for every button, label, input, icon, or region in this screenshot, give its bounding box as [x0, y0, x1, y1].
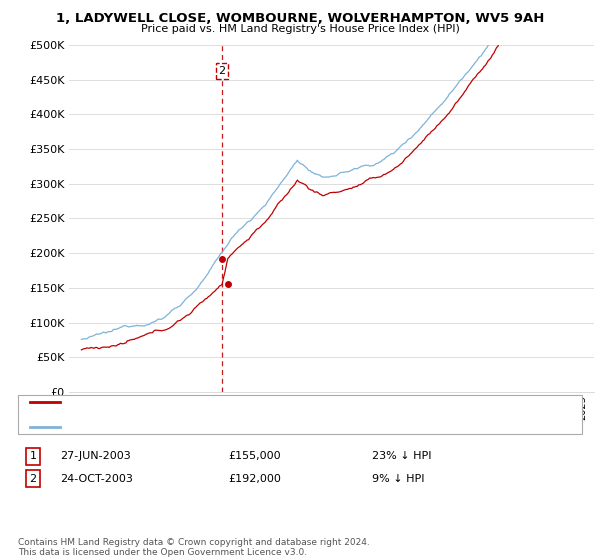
Text: HPI: Average price, detached house, South Staffordshire: HPI: Average price, detached house, Sout… [66, 422, 360, 432]
Text: 24-OCT-2003: 24-OCT-2003 [60, 474, 133, 484]
Text: £155,000: £155,000 [228, 451, 281, 461]
Text: 27-JUN-2003: 27-JUN-2003 [60, 451, 131, 461]
Text: 1: 1 [29, 451, 37, 461]
Text: 2: 2 [29, 474, 37, 484]
Text: 1, LADYWELL CLOSE, WOMBOURNE, WOLVERHAMPTON, WV5 9AH (detached house): 1, LADYWELL CLOSE, WOMBOURNE, WOLVERHAMP… [66, 396, 503, 407]
Text: Contains HM Land Registry data © Crown copyright and database right 2024.
This d: Contains HM Land Registry data © Crown c… [18, 538, 370, 557]
Text: Price paid vs. HM Land Registry's House Price Index (HPI): Price paid vs. HM Land Registry's House … [140, 24, 460, 34]
Text: 9% ↓ HPI: 9% ↓ HPI [372, 474, 425, 484]
Text: 23% ↓ HPI: 23% ↓ HPI [372, 451, 431, 461]
Text: 1, LADYWELL CLOSE, WOMBOURNE, WOLVERHAMPTON, WV5 9AH: 1, LADYWELL CLOSE, WOMBOURNE, WOLVERHAMP… [56, 12, 544, 25]
Text: £192,000: £192,000 [228, 474, 281, 484]
Text: 2: 2 [218, 66, 226, 76]
